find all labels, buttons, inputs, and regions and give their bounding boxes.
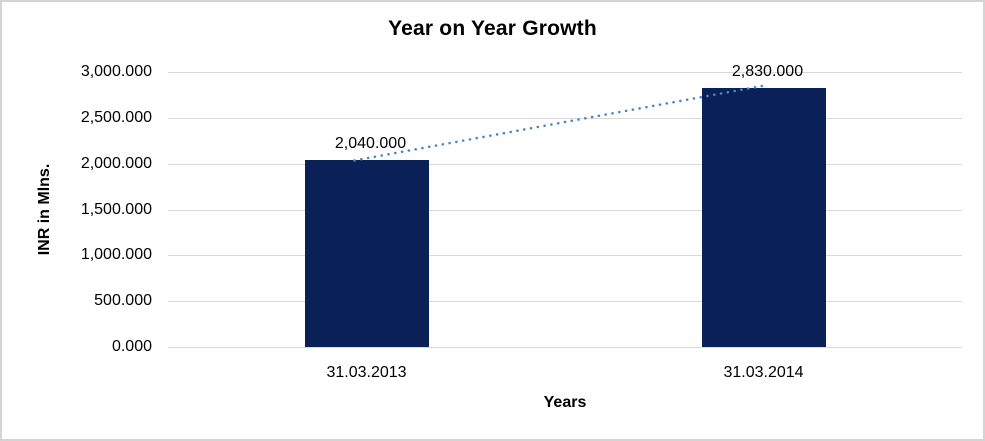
gridline <box>168 117 962 119</box>
y-tick-label: 2,000.000 <box>80 154 152 172</box>
y-tick-label: 0.000 <box>111 338 152 355</box>
gridline <box>168 347 962 348</box>
y-tick-label: 2,500.000 <box>80 108 152 126</box>
y-tick-label: 500.000 <box>94 292 152 310</box>
x-tick-label: 31.03.2014 <box>723 364 804 381</box>
trendline <box>353 84 766 162</box>
gridline <box>168 72 962 73</box>
y-tick-label: 3,000.000 <box>80 63 152 80</box>
gridline <box>168 255 962 257</box>
x-tick-label: 31.03.2013 <box>326 364 407 381</box>
plot-area <box>168 72 962 348</box>
chart-title: Year on Year Growth <box>388 17 597 40</box>
gridline <box>168 209 962 211</box>
gridline <box>168 163 962 165</box>
bar-data-label: 2,040.000 <box>334 135 407 152</box>
y-tick-label: 1,500.000 <box>80 200 152 218</box>
y-tick-label: 1,000.000 <box>80 246 152 264</box>
bar-data-label: 2,830.000 <box>731 62 804 80</box>
x-axis-title: Years <box>543 394 587 411</box>
bar <box>701 87 826 347</box>
gridline <box>168 301 962 303</box>
y-axis-labels: 0.000 500.000 1,000.000 1,500.000 2,000.000 2… <box>0 63 152 355</box>
bar <box>304 160 429 347</box>
